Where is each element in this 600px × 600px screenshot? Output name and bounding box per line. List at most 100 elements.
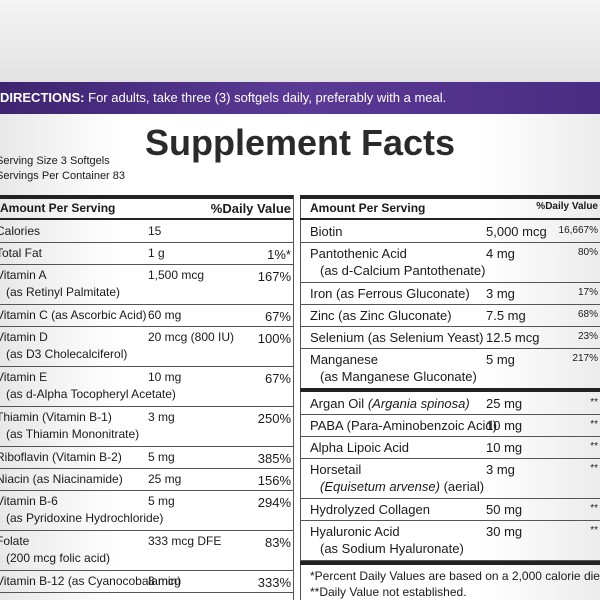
nutrient-name: Argan Oil (Argania spinosa) [310,396,470,411]
row-rule [300,304,600,305]
daily-value: ** [590,441,598,452]
nutrient-note: (as Retinyl Palmitate) [6,285,120,299]
amount: 50 mg [486,502,523,517]
nutrient-note: (as Manganese Gluconate) [320,369,477,384]
header-daily-value: %Daily Value [536,201,598,212]
nutrient-name: Vitamin C (as Ascorbic Acid) [0,308,147,322]
daily-value: 385% [257,451,291,466]
amount: 15 [148,224,162,238]
nutrient-name: Calories [0,224,40,238]
nutrient-latin-name: (Argania spinosa) [367,396,470,411]
nutrient-name: Selenium (as Selenium Yeast) [310,330,483,345]
nutrient-name: Alpha Lipoic Acid [310,440,409,455]
daily-value: 17% [577,287,598,298]
nutrient-note: (as Sodium Hyaluronate) [320,541,464,556]
nutrient-note: (200 mcg folic acid) [6,551,110,565]
nutrient-name: PABA (Para-Aminobenzoic Acid) [310,418,497,433]
row-rule [300,560,600,561]
nutrient-name: Biotin [310,224,343,239]
row-rule [300,520,600,521]
serving-size: Serving Size 3 Softgels [0,155,110,167]
servings-per-container: Servings Per Container 83 [0,170,126,182]
rule [0,195,293,199]
row-rule [0,530,293,531]
nutrient-name: Pantothenic Acid [310,246,407,261]
daily-value: ** [590,503,598,514]
directions-text: For adults, take three (3) softgels dail… [88,90,447,105]
daily-value: ** [590,525,598,536]
rule [300,561,600,565]
nutrient-name: Total Fat [0,246,43,260]
nutrient-latin-name: (Equisetum arvense) [320,479,440,494]
amount: 25 mg [148,472,182,486]
amount: 3 mg [486,462,515,477]
nutrient-name: Biotin [310,224,343,239]
daily-value: ** [590,397,598,408]
daily-value: 156% [257,473,291,488]
nutrient-name: Vitamin D [0,330,48,344]
row-rule [0,592,293,593]
amount: 25 mg [486,396,523,411]
nutrient-name: Hyaluronic Acid [310,524,400,539]
nutrient-name: Vitamin B-6 [0,494,58,508]
row-rule [0,490,293,491]
amount: 5,000 mcg [486,224,547,239]
daily-value: 23% [577,331,598,342]
nutrient-note: (as Thiamin Mononitrate) [6,427,140,441]
nutrient-name: Zinc (as Zinc Gluconate) [310,308,452,323]
nutrient-note: (as Retinyl Palmitate) [6,285,121,299]
nutrient-name: Niacin (as Niacinamide) [0,472,123,486]
header-daily-value: %Daily Value [210,201,291,216]
nutrient-name: Calories [0,224,41,238]
amount: 10 mg [486,418,523,433]
amount: 3 mg [486,286,515,301]
nutrient-name: Horsetail [310,462,362,477]
daily-value: 100% [257,331,291,346]
bottle-cap-area [0,0,600,82]
daily-value: ** [590,463,598,474]
row-rule [0,304,293,305]
amount: 7.5 mg [486,308,526,323]
nutrient-name: Iron (as Ferrous Gluconate) [310,286,470,301]
amount: 60 mg [148,308,182,322]
daily-value: 333% [257,575,291,590]
nutrient-note: (200 mcg folic acid) [6,551,111,565]
nutrient-name: Riboflavin (Vitamin B-2) [0,450,122,464]
rule [300,195,600,199]
nutrient-name: Vitamin A [0,268,46,282]
row-rule [0,446,293,447]
row-rule [300,282,600,283]
nutrient-name: Niacin (as Niacinamide) [0,472,123,486]
column-divider [293,195,294,600]
amount: 5 mg [486,352,515,367]
nutrient-name: Argan Oil [310,396,365,411]
nutrient-note: (Equisetum arvense) (aerial) [320,479,484,494]
nutrient-name: Hydrolyzed Collagen [310,502,430,517]
nutrient-note: (as Thiamin Mononitrate) [6,427,139,441]
amount: 4 mg [486,246,515,261]
title: Supplement Facts [144,122,456,163]
amount: 333 mcg DFE [148,534,222,548]
nutrient-name: Thiamin (Vitamin B-1) [0,410,112,424]
nutrient-note: (as Sodium Hyaluronate) [320,541,464,556]
nutrient-name: Vitamin A [0,268,47,282]
amount: 20 mcg (800 IU) [148,330,235,344]
nutrient-name: PABA (Para-Aminobenzoic Acid) [310,418,497,433]
daily-value: 67% [264,371,291,386]
daily-value: 1%* [267,247,291,262]
footnote: **Daily Value not established. [310,585,467,599]
nutrient-name: Manganese [310,352,378,367]
daily-value: 16,667% [558,225,598,236]
nutrient-name: Folate [0,534,29,548]
row-rule [0,366,293,367]
amount: 3 mg [148,410,175,424]
row-rule [300,436,600,437]
directions-label: DIRECTIONS: [0,90,85,105]
amount: 1 g [148,246,165,260]
amount: 12.5 mcg [486,330,540,345]
nutrient-name: Pantothenic Acid [310,246,407,261]
daily-value: 250% [257,411,291,426]
nutrient-note: (aerial) [443,479,485,494]
nutrient-name: Iron (as Ferrous Gluconate) [310,286,470,301]
nutrient-name: Riboflavin (Vitamin B-2) [0,450,122,464]
